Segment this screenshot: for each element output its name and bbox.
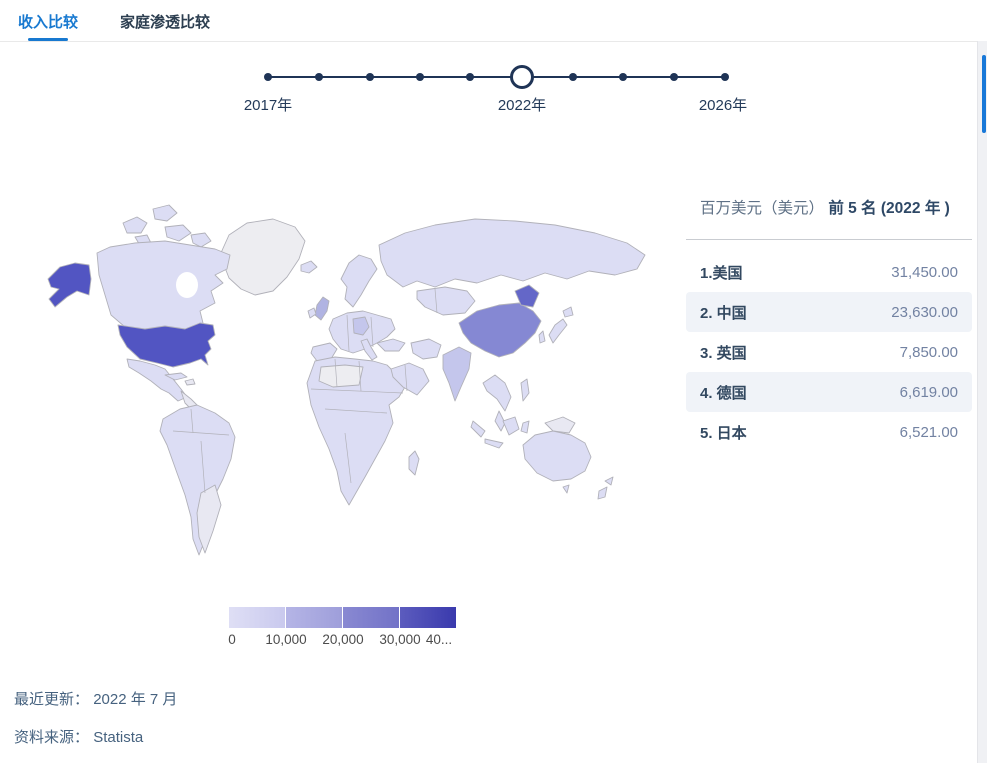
map-region-ireland[interactable] <box>307 307 317 319</box>
map-region-south-america[interactable] <box>159 404 236 556</box>
map-region-tasmania[interactable] <box>562 484 570 494</box>
map-region-madagascar[interactable] <box>408 450 420 476</box>
slider-selected-year-label: 2022年 <box>497 97 547 114</box>
ranking-country-1: 1.美国 <box>700 264 743 282</box>
map-region-greenland[interactable] <box>219 218 306 296</box>
world-choropleth-map <box>15 183 663 573</box>
vertical-scrollbar-thumb[interactable] <box>982 55 986 133</box>
last-updated-label: 最近更新： <box>14 691 90 708</box>
map-region-china-northeast[interactable] <box>514 284 540 308</box>
ranking-value-4: 6,619.00 <box>899 383 958 401</box>
map-region-africa[interactable] <box>306 356 406 506</box>
ranking-panel-divider <box>686 239 972 240</box>
ranking-row-1: 1.美国 31,450.00 <box>686 252 972 292</box>
legend-tick-4: 40... <box>425 632 453 647</box>
map-region-china[interactable] <box>458 302 542 358</box>
map-region-indonesia[interactable] <box>470 416 530 449</box>
slider-tick-1[interactable] <box>315 73 323 81</box>
map-region-scandinavia[interactable] <box>340 254 378 308</box>
slider-tick-0[interactable] <box>264 73 272 81</box>
map-region-central-asia[interactable] <box>416 286 476 316</box>
hudson-bay <box>176 272 198 298</box>
ranking-list: 1.美国 31,450.00 2. 中国 23,630.00 3. 英国 7,8… <box>686 252 972 452</box>
slider-handle-selected-year[interactable] <box>510 65 534 89</box>
slider-end-year-label: 2026年 <box>698 97 748 114</box>
slider-track[interactable] <box>268 76 725 78</box>
slider-tick-3[interactable] <box>416 73 424 81</box>
ranking-country-5: 5. 日本 <box>700 424 747 442</box>
source-line: 资料来源： Statista <box>14 726 143 747</box>
tab-household-penetration-comparison[interactable]: 家庭渗透比较 <box>120 14 211 31</box>
map-region-russia[interactable] <box>378 218 646 288</box>
slider-tick-6[interactable] <box>569 73 577 81</box>
slider-tick-2[interactable] <box>366 73 374 81</box>
map-region-usa[interactable] <box>117 322 216 368</box>
ranking-row-4: 4. 德国 6,619.00 <box>686 372 972 412</box>
map-region-sahel[interactable] <box>318 364 364 388</box>
ranking-value-5: 6,521.00 <box>899 423 958 441</box>
map-region-australia[interactable] <box>522 430 592 482</box>
map-region-japan[interactable] <box>548 306 574 344</box>
ranking-unit-label: 百万美元（美元） <box>700 200 825 217</box>
map-region-philippines[interactable] <box>520 378 530 402</box>
slider-tick-7[interactable] <box>619 73 627 81</box>
map-region-uk[interactable] <box>314 296 330 321</box>
source-value: Statista <box>93 729 144 746</box>
ranking-row-3: 3. 英国 7,850.00 <box>686 332 972 372</box>
map-region-italy[interactable] <box>360 338 378 361</box>
legend-block-1 <box>229 607 285 628</box>
ranking-top5-label: 前 5 名 (2022 年 ) <box>828 200 950 217</box>
map-region-mexico[interactable] <box>126 358 188 402</box>
ranking-value-2: 23,630.00 <box>891 303 958 321</box>
map-region-new-zealand[interactable] <box>597 476 614 500</box>
map-region-indochina[interactable] <box>482 374 512 412</box>
map-region-malay-peninsula[interactable] <box>494 410 506 432</box>
legend-block-3 <box>343 607 399 628</box>
legend-block-4 <box>400 607 456 628</box>
ranking-value-1: 31,450.00 <box>891 263 958 281</box>
source-label: 资料来源： <box>14 729 90 746</box>
tab-bar: 收入比较 家庭渗透比较 <box>0 0 987 42</box>
slider-tick-4[interactable] <box>466 73 474 81</box>
ranking-row-5: 5. 日本 6,521.00 <box>686 412 972 452</box>
map-region-iceland[interactable] <box>300 260 318 274</box>
legend-block-2 <box>286 607 342 628</box>
last-updated-value: 2022 年 7 月 <box>93 691 178 708</box>
map-legend: 0 10,000 20,000 30,000 40... <box>228 607 489 657</box>
country-borders <box>172 288 438 494</box>
legend-tick-2: 20,000 <box>322 632 364 647</box>
ranking-country-2: 2. 中国 <box>700 304 747 322</box>
map-region-arabia[interactable] <box>390 362 430 396</box>
map-region-cuba[interactable] <box>164 372 188 381</box>
slider-tick-8[interactable] <box>670 73 678 81</box>
ranking-country-3: 3. 英国 <box>700 344 747 362</box>
legend-tick-3: 30,000 <box>379 632 421 647</box>
legend-tick-0: 0 <box>228 632 236 647</box>
map-region-india[interactable] <box>442 346 472 402</box>
vertical-scrollbar-track[interactable] <box>977 41 987 763</box>
legend-tick-1: 10,000 <box>265 632 307 647</box>
map-region-arctic-islands[interactable] <box>122 204 212 248</box>
tab-income-comparison[interactable]: 收入比较 <box>18 14 79 31</box>
legend-gradient-bar <box>229 607 489 628</box>
map-region-canada[interactable] <box>96 240 231 332</box>
ranking-country-4: 4. 德国 <box>700 384 747 402</box>
ranking-panel-title: 百万美元（美元） 前 5 名 (2022 年 ) <box>700 197 962 220</box>
map-region-argentina[interactable] <box>196 484 222 554</box>
active-tab-underline <box>28 38 68 41</box>
slider-start-year-label: 2017年 <box>243 97 293 114</box>
map-region-iran[interactable] <box>410 338 442 360</box>
map-region-germany[interactable] <box>352 316 370 336</box>
map-region-korea[interactable] <box>538 330 546 344</box>
map-region-turkey[interactable] <box>376 338 406 352</box>
map-region-alaska-us[interactable] <box>47 262 92 308</box>
slider-tick-9[interactable] <box>721 73 729 81</box>
last-updated-line: 最近更新： 2022 年 7 月 <box>14 688 177 709</box>
map-region-hispaniola[interactable] <box>184 378 196 386</box>
ranking-row-2: 2. 中国 23,630.00 <box>686 292 972 332</box>
map-region-new-guinea[interactable] <box>544 416 576 434</box>
ranking-value-3: 7,850.00 <box>899 343 958 361</box>
